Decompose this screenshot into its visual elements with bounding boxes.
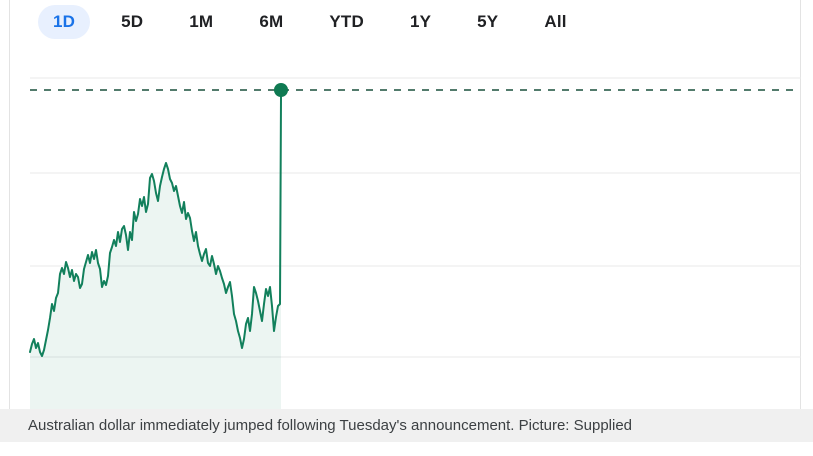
- caption-text: Australian dollar immediately jumped fol…: [28, 417, 633, 434]
- tab-5y[interactable]: 5Y: [462, 5, 513, 39]
- tab-1y[interactable]: 1Y: [395, 5, 446, 39]
- price-line: [29, 96, 282, 357]
- tab-1m[interactable]: 1M: [174, 5, 228, 39]
- tab-ytd[interactable]: YTD: [314, 5, 379, 39]
- time-range-tabbar: 1D 5D 1M 6M YTD 1Y 5Y All: [10, 0, 800, 39]
- area-fill: [30, 97, 281, 409]
- tab-6m[interactable]: 6M: [244, 5, 298, 39]
- tab-1d[interactable]: 1D: [38, 5, 91, 39]
- jump-marker-dot: [274, 83, 288, 97]
- price-chart[interactable]: [0, 60, 813, 409]
- image-caption-bar: Australian dollar immediately jumped fol…: [0, 409, 813, 442]
- tab-all[interactable]: All: [529, 5, 581, 39]
- tab-5d[interactable]: 5D: [106, 5, 158, 39]
